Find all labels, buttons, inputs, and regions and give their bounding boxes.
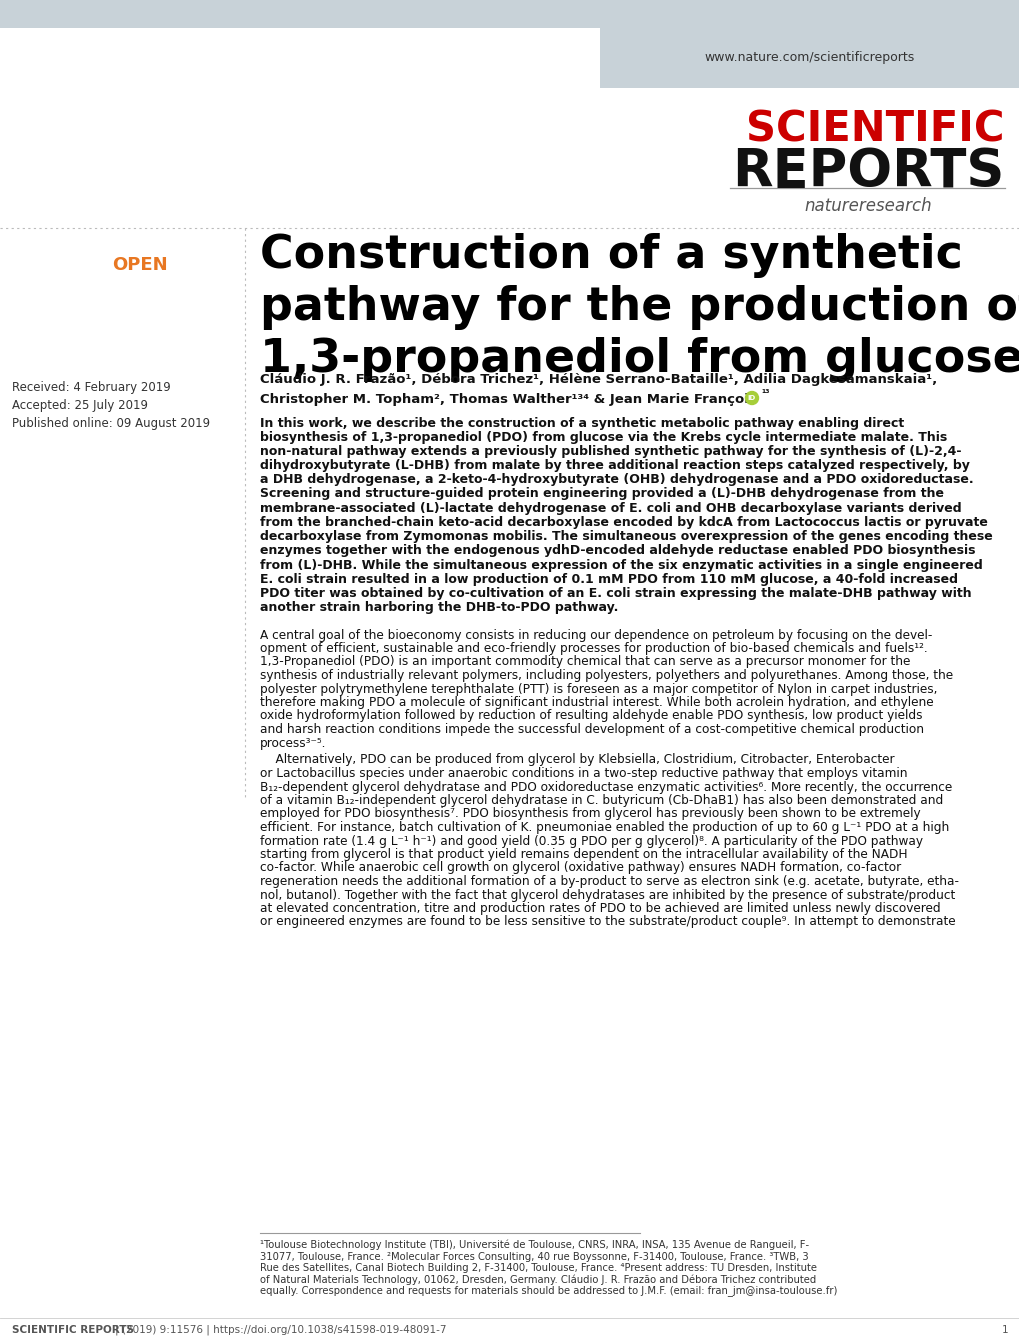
Text: formation rate (1.4 g L⁻¹ h⁻¹) and good yield (0.35 g PDO per g glycerol)⁸. A pa: formation rate (1.4 g L⁻¹ h⁻¹) and good … (260, 835, 922, 847)
Circle shape (745, 391, 758, 405)
Text: from the branched-chain keto-acid decarboxylase encoded by kdcA from Lactococcus: from the branched-chain keto-acid decarb… (260, 516, 987, 529)
Text: regeneration needs the additional formation of a by-product to serve as electron: regeneration needs the additional format… (260, 875, 958, 888)
Text: and harsh reaction conditions impede the successful development of a cost-compet: and harsh reaction conditions impede the… (260, 724, 923, 736)
Text: pathway for the production of: pathway for the production of (260, 284, 1019, 330)
Text: ¹Toulouse Biotechnology Institute (TBI), Université de Toulouse, CNRS, INRA, INS: ¹Toulouse Biotechnology Institute (TBI),… (260, 1240, 808, 1250)
Text: iD: iD (747, 395, 755, 401)
Text: of Natural Materials Technology, 01062, Dresden, Germany. Cláudio J. R. Frazão a: of Natural Materials Technology, 01062, … (260, 1274, 815, 1285)
Text: 31077, Toulouse, France. ²Molecular Forces Consulting, 40 rue Boyssonne, F-31400: 31077, Toulouse, France. ²Molecular Forc… (260, 1252, 808, 1261)
Text: www.nature.com/scientificreports: www.nature.com/scientificreports (704, 51, 914, 64)
Text: Christopher M. Topham², Thomas Walther¹³⁴ & Jean Marie François: Christopher M. Topham², Thomas Walther¹³… (260, 393, 756, 406)
Text: enzymes together with the endogenous ydhD-encoded aldehyde reductase enabled PDO: enzymes together with the endogenous ydh… (260, 544, 974, 557)
Text: In this work, we describe the construction of a synthetic metabolic pathway enab: In this work, we describe the constructi… (260, 417, 904, 430)
Text: starting from glycerol is that product yield remains dependent on the intracellu: starting from glycerol is that product y… (260, 848, 907, 862)
Text: Accepted: 25 July 2019: Accepted: 25 July 2019 (12, 399, 148, 413)
Text: of a vitamin B₁₂-independent glycerol dehydratase in C. butyricum (Cb-DhaB1) has: of a vitamin B₁₂-independent glycerol de… (260, 795, 943, 807)
Text: a DHB dehydrogenase, a 2-keto-4-hydroxybutyrate (OHB) dehydrogenase and a PDO ox: a DHB dehydrogenase, a 2-keto-4-hydroxyb… (260, 473, 973, 486)
Text: Screening and structure-guided protein engineering provided a (L)-DHB dehydrogen: Screening and structure-guided protein e… (260, 488, 943, 501)
Text: equally. Correspondence and requests for materials should be addressed to J.M.F.: equally. Correspondence and requests for… (260, 1285, 837, 1297)
Text: membrane-associated (L)-lactate dehydrogenase of E. coli and OHB decarboxylase v: membrane-associated (L)-lactate dehydrog… (260, 501, 961, 515)
Text: OPEN: OPEN (112, 256, 168, 273)
Text: polyester polytrymethylene terephthalate (PTT) is foreseen as a major competitor: polyester polytrymethylene terephthalate… (260, 682, 936, 695)
Text: Alternatively, PDO can be produced from glycerol by Klebsiella, Clostridium, Cit: Alternatively, PDO can be produced from … (260, 753, 894, 766)
Text: non-natural pathway extends a previously published synthetic pathway for the syn: non-natural pathway extends a previously… (260, 445, 961, 458)
Text: 1,3-propanediol from glucose: 1,3-propanediol from glucose (260, 336, 1019, 382)
Text: efficient. For instance, batch cultivation of K. pneumoniae enabled the producti: efficient. For instance, batch cultivati… (260, 821, 949, 833)
Text: ¹³: ¹³ (760, 389, 768, 399)
Text: therefore making PDO a molecule of significant industrial interest. While both a: therefore making PDO a molecule of signi… (260, 695, 932, 709)
Text: at elevated concentration, titre and production rates of PDO to be achieved are : at elevated concentration, titre and pro… (260, 902, 940, 915)
Text: 1: 1 (1001, 1325, 1007, 1335)
Text: |: | (115, 1325, 118, 1335)
Text: Received: 4 February 2019: Received: 4 February 2019 (12, 382, 170, 394)
Text: Rue des Satellites, Canal Biotech Building 2, F-31400, Toulouse, France. ⁴Presen: Rue des Satellites, Canal Biotech Buildi… (260, 1264, 816, 1273)
Text: REPORTS: REPORTS (732, 146, 1004, 198)
Text: PDO titer was obtained by co-cultivation of an E. coli strain expressing the mal: PDO titer was obtained by co-cultivation… (260, 587, 971, 600)
Text: nol, butanol). Together with the fact that glycerol dehydratases are inhibited b: nol, butanol). Together with the fact th… (260, 888, 955, 902)
Text: from (L)-DHB. While the simultaneous expression of the six enzymatic activities : from (L)-DHB. While the simultaneous exp… (260, 559, 981, 571)
Text: 1,3-Propanediol (PDO) is an important commodity chemical that can serve as a pre: 1,3-Propanediol (PDO) is an important co… (260, 655, 910, 669)
Text: co-factor. While anaerobic cell growth on glycerol (oxidative pathway) ensures N: co-factor. While anaerobic cell growth o… (260, 862, 900, 875)
Text: Published online: 09 August 2019: Published online: 09 August 2019 (12, 418, 210, 430)
Text: process³⁻⁵.: process³⁻⁵. (260, 737, 326, 749)
Text: dihydroxybutyrate (L-DHB) from malate by three additional reaction steps catalyz: dihydroxybutyrate (L-DHB) from malate by… (260, 460, 969, 472)
Text: Construction of a synthetic: Construction of a synthetic (260, 233, 962, 277)
Bar (599, 28, 1019, 88)
Text: SCIENTIFIC REPORTS: SCIENTIFIC REPORTS (12, 1325, 133, 1335)
Text: A central goal of the bioeconomy consists in reducing our dependence on petroleu: A central goal of the bioeconomy consist… (260, 628, 931, 642)
Text: (2019) 9:11576 | https://doi.org/10.1038/s41598-019-48091-7: (2019) 9:11576 | https://doi.org/10.1038… (122, 1325, 446, 1335)
Text: natureresearch: natureresearch (803, 197, 931, 214)
Text: another strain harboring the DHB-to-PDO pathway.: another strain harboring the DHB-to-PDO … (260, 602, 618, 614)
Text: decarboxylase from Zymomonas mobilis. The simultaneous overexpression of the gen: decarboxylase from Zymomonas mobilis. Th… (260, 531, 991, 543)
Text: E. coli strain resulted in a low production of 0.1 mM PDO from 110 mM glucose, a: E. coli strain resulted in a low product… (260, 572, 957, 586)
Text: employed for PDO biosynthesis⁷. PDO biosynthesis from glycerol has previously be: employed for PDO biosynthesis⁷. PDO bios… (260, 808, 920, 820)
Text: synthesis of industrially relevant polymers, including polyesters, polyethers an: synthesis of industrially relevant polym… (260, 669, 952, 682)
Text: or Lactobacillus species under anaerobic conditions in a two-step reductive path: or Lactobacillus species under anaerobic… (260, 766, 907, 780)
Text: Cláudio J. R. Frazão¹, Débora Trichez¹, Hélène Serrano-Bataille¹, Adilia Dagkesa: Cláudio J. R. Frazão¹, Débora Trichez¹, … (260, 374, 936, 386)
Bar (0, 0, 1019, 28)
Text: or engineered enzymes are found to be less sensitive to the substrate/product co: or engineered enzymes are found to be le… (260, 915, 955, 929)
Text: oxide hydroformylation followed by reduction of resulting aldehyde enable PDO sy: oxide hydroformylation followed by reduc… (260, 709, 921, 722)
Text: SCIENTIFIC: SCIENTIFIC (746, 109, 1004, 151)
Text: biosynthesis of 1,3-propanediol (PDO) from glucose via the Krebs cycle intermedi: biosynthesis of 1,3-propanediol (PDO) fr… (260, 430, 947, 444)
Text: B₁₂-dependent glycerol dehydratase and PDO oxidoreductase enzymatic activities⁶.: B₁₂-dependent glycerol dehydratase and P… (260, 780, 952, 793)
Text: opment of efficient, sustainable and eco-friendly processes for production of bi: opment of efficient, sustainable and eco… (260, 642, 926, 655)
